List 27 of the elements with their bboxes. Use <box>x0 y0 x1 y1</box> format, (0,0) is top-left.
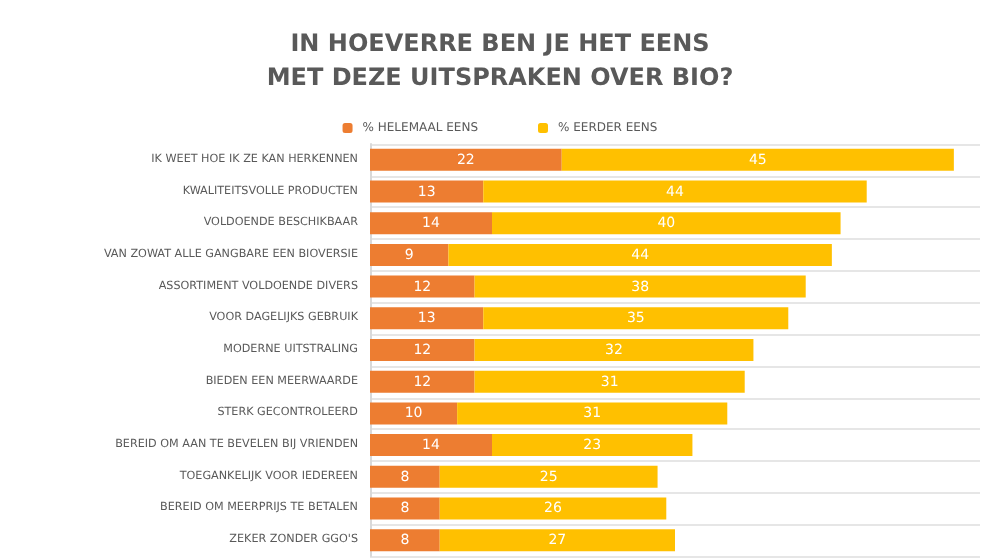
bar <box>370 497 440 520</box>
bar <box>370 529 440 552</box>
bar <box>492 434 693 457</box>
bar <box>370 212 492 235</box>
bar <box>370 434 492 457</box>
bar <box>370 370 475 393</box>
bar <box>474 275 806 298</box>
bar <box>439 465 658 488</box>
bar <box>492 212 841 235</box>
bar <box>439 497 667 520</box>
bar <box>370 243 449 266</box>
bar <box>474 370 745 393</box>
bar <box>483 180 867 203</box>
bar <box>370 339 475 361</box>
bar <box>370 180 484 203</box>
bar <box>370 465 440 488</box>
bar <box>561 148 954 171</box>
chart-title: IN HOEVERRE BEN JE HET EENS MET DEZE UITSPRAKEN OVER BIO? <box>266 29 734 91</box>
bar <box>474 339 754 361</box>
bar <box>457 402 728 425</box>
bar <box>370 307 484 330</box>
bar <box>370 148 562 171</box>
bar <box>439 529 675 552</box>
bar <box>370 402 458 425</box>
bar <box>448 243 832 266</box>
bar <box>483 307 789 330</box>
bar <box>370 275 475 298</box>
